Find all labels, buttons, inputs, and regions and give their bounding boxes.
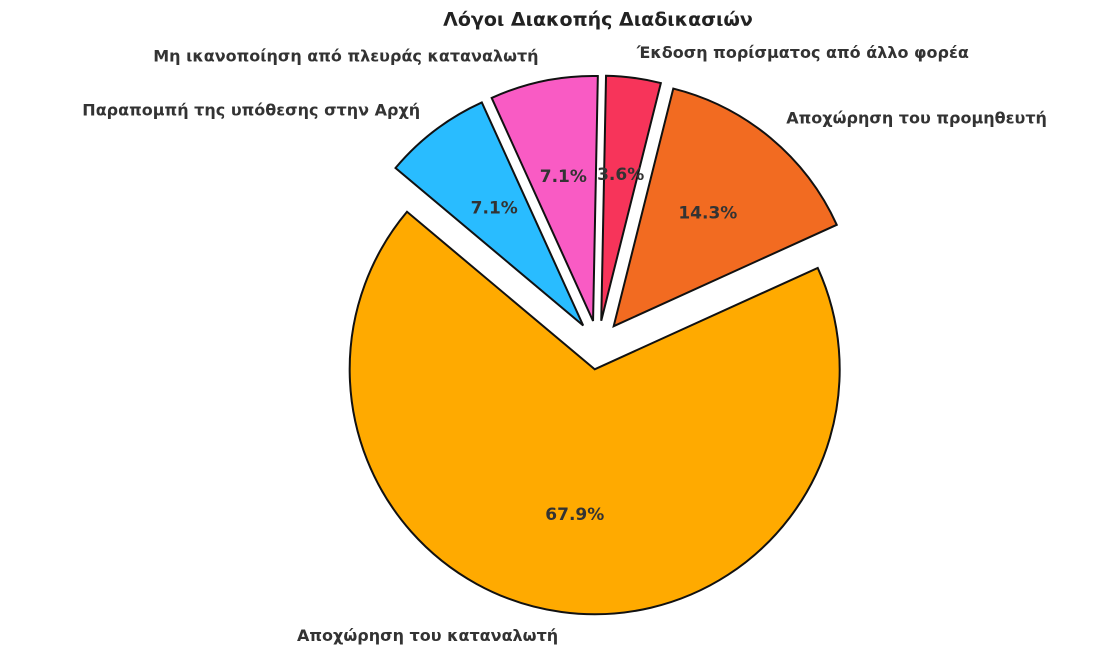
pie-slice <box>490 75 599 322</box>
chart-title: Λόγοι Διακοπής Διαδικασιών <box>443 9 753 31</box>
slice-label: Αποχώρηση του καταναλωτή <box>297 626 558 645</box>
slice-label: Μη ικανοποίηση από πλευράς καταναλωτή <box>153 47 538 66</box>
pie-slice <box>612 87 839 328</box>
value-label: 7.1% <box>471 198 518 218</box>
pie-slice <box>600 74 663 321</box>
value-label: 3.6% <box>597 165 644 185</box>
value-label: 67.9% <box>545 505 604 525</box>
slice-label: Έκδοση πορίσματος από άλλο φορέα <box>636 43 969 62</box>
slice-label: Αποχώρηση του προμηθευτή <box>786 109 1047 128</box>
pie-slice <box>348 210 841 616</box>
pie-slice <box>394 101 585 327</box>
value-label: 14.3% <box>678 203 737 223</box>
value-label: 7.1% <box>540 167 587 187</box>
slice-label: Παραπομπή της υπόθεσης στην Αρχή <box>82 100 420 119</box>
